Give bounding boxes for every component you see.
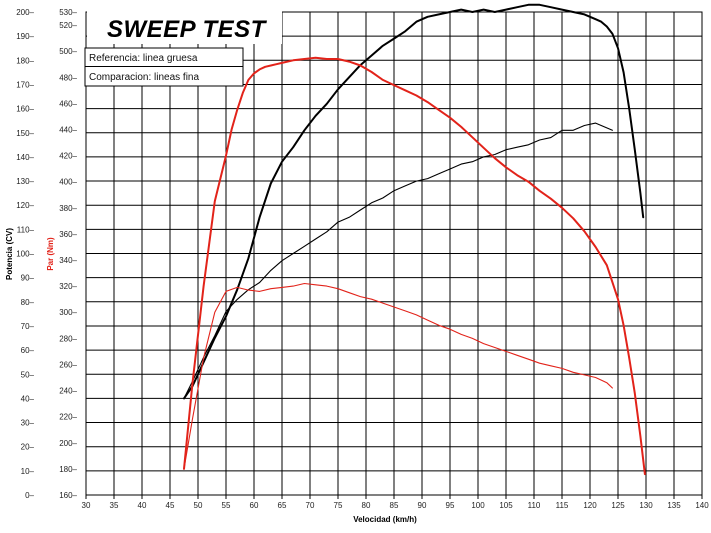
y-torque-tick-label: 520– — [59, 21, 77, 30]
y-torque-tick-label: 340– — [59, 256, 77, 265]
axes: 30 35 40 45 50 55 60 65 70 75 80 85 90 95 100 105 110 115… — [16, 8, 709, 510]
y-torque-tick-label: 500– — [59, 47, 77, 56]
title-backdrop — [87, 11, 282, 44]
y-torque-tick-label: 220– — [59, 413, 77, 422]
plot-frame — [85, 11, 703, 496]
y-power-tick-label: 60– — [21, 346, 35, 355]
y-power-tick-label: 110– — [17, 225, 35, 234]
y-torque-tick-label: 480– — [59, 73, 77, 82]
y-torque-tick-label: 240– — [59, 387, 77, 396]
x-tick-label: 95 — [446, 501, 455, 510]
x-tick-label: 110 — [528, 501, 541, 510]
legend-entry-reference: Referencia: linea gruesa — [89, 53, 198, 64]
x-axis-title: Velocidad (km/h) — [353, 515, 417, 524]
y-torque-tick-label: 160– — [59, 491, 77, 500]
x-tick-label: 140 — [695, 501, 709, 510]
torque-thick-line — [183, 56, 646, 476]
torque-thin-line — [183, 282, 613, 470]
y-torque-tick-label: 380– — [59, 204, 77, 213]
y-power-tick-label: 50– — [21, 370, 35, 379]
x-tick-label: 90 — [418, 501, 427, 510]
y-torque-tick-label: 180– — [59, 465, 77, 474]
x-tick-label: 60 — [250, 501, 259, 510]
x-tick-label: 45 — [166, 501, 175, 510]
x-tick-label: 40 — [138, 501, 147, 510]
y-power-tick-label: 140– — [16, 153, 34, 162]
y-power-tick-label: 180– — [16, 56, 34, 65]
y-torque-tick-label: 460– — [59, 99, 77, 108]
x-tick-label: 80 — [362, 501, 371, 510]
y-power-tick-label: 150– — [16, 129, 34, 138]
y-torque-tick-label: 300– — [59, 308, 77, 317]
y-torque-tick-label: 530– — [59, 8, 77, 17]
x-tick-label: 115 — [556, 501, 569, 510]
y-power-tick-label: 120– — [16, 201, 34, 210]
chart-title: SWEEP TEST — [107, 16, 268, 43]
y-torque-tick-label: 360– — [59, 230, 77, 239]
x-tick-label: 30 — [82, 501, 91, 510]
y-power-tick-label: 40– — [21, 394, 35, 403]
x-tick-label: 75 — [334, 501, 343, 510]
y-power-tick-label: 200– — [16, 8, 34, 17]
y-axis-torque-title: Par (Nm) — [46, 237, 55, 271]
x-tick-label: 100 — [471, 501, 485, 510]
power-thin-line — [183, 122, 613, 399]
x-tick-label: 135 — [667, 501, 681, 510]
x-tick-label: 35 — [110, 501, 119, 510]
y-power-tick-label: 160– — [16, 105, 34, 114]
y-axis-power-title: Potencia (CV) — [5, 228, 14, 280]
y-power-tick-label: 100– — [16, 250, 34, 259]
y-power-tick-label: 20– — [21, 443, 35, 452]
y-torque-tick-label: 420– — [59, 152, 77, 161]
y-power-tick-label: 30– — [21, 419, 35, 428]
x-tick-label: 50 — [194, 501, 203, 510]
legend: Referencia: linea gruesa Comparacion: li… — [84, 47, 244, 87]
y-torque-tick-label: 260– — [59, 360, 77, 369]
y-power-tick-label: 130– — [16, 177, 34, 186]
y-torque-tick-label: 440– — [59, 125, 77, 134]
x-tick-label: 125 — [611, 501, 625, 510]
y-power-tick-label: 190– — [16, 32, 34, 41]
y-torque-tick-label: 200– — [59, 439, 77, 448]
x-tick-label: 55 — [222, 501, 231, 510]
x-tick-label: 105 — [499, 501, 513, 510]
power-thick-line — [183, 3, 645, 400]
y-torque-tick-label: 280– — [59, 334, 77, 343]
y-power-tick-label: 10– — [21, 467, 35, 476]
series-group — [183, 3, 646, 476]
x-tick-label: 65 — [278, 501, 287, 510]
y-power-tick-label: 70– — [21, 322, 35, 331]
x-tick-label: 85 — [390, 501, 399, 510]
y-power-tick-label: 80– — [21, 298, 35, 307]
y-torque-tick-label: 320– — [59, 282, 77, 291]
y-power-tick-label: 0– — [25, 491, 34, 500]
x-tick-label: 130 — [639, 501, 653, 510]
y-torque-tick-label: 400– — [59, 178, 77, 187]
y-power-tick-label: 170– — [16, 80, 34, 89]
legend-entry-comparison: Comparacion: lineas fina — [89, 72, 199, 83]
x-tick-label: 70 — [306, 501, 315, 510]
y-power-tick-label: 90– — [21, 274, 35, 283]
x-tick-label: 120 — [583, 501, 597, 510]
